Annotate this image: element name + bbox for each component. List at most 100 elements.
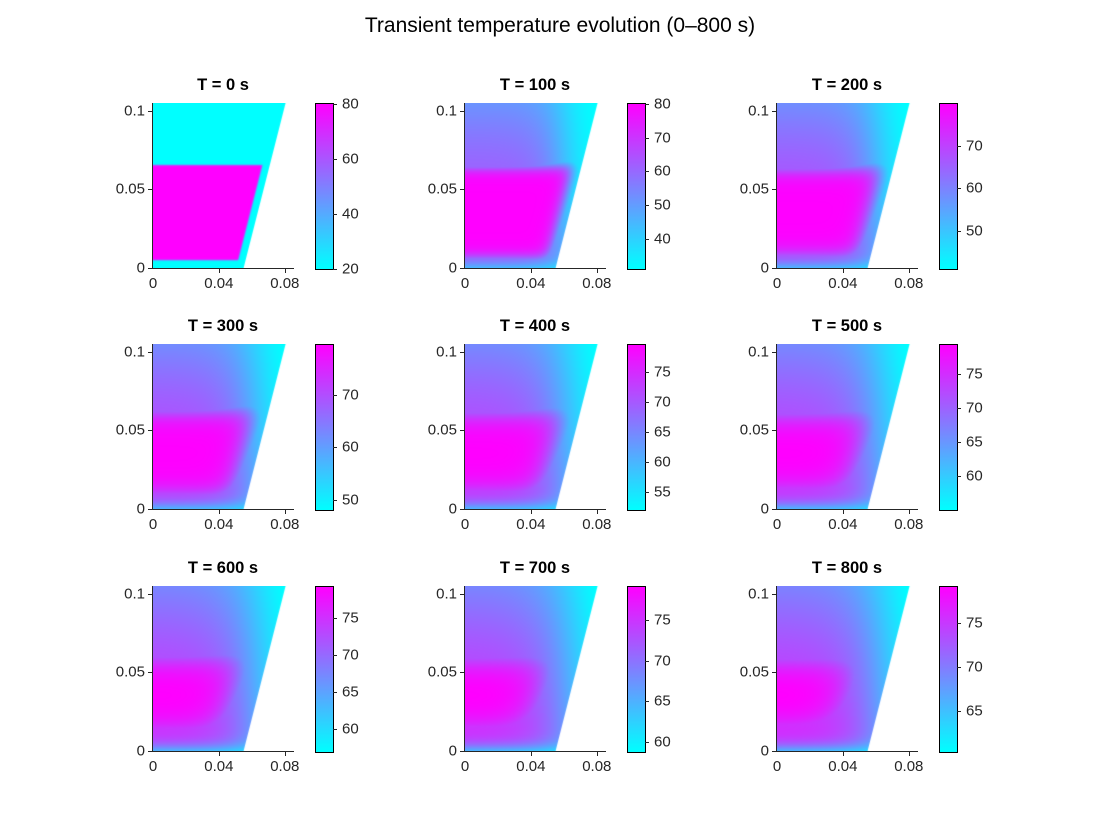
y-tick — [772, 751, 776, 752]
x-axis-line — [776, 268, 918, 269]
x-tick — [284, 269, 286, 273]
colorbar-tick-label: 50 — [654, 196, 671, 214]
colorbar-tick — [645, 741, 649, 743]
x-axis-line — [776, 751, 918, 752]
y-tick — [772, 430, 776, 432]
colorbar-tick — [645, 401, 649, 403]
colorbar: 60 65 70 75 — [315, 586, 359, 753]
x-tick-label: 0.08 — [894, 275, 924, 292]
colorbar-tick-label: 70 — [342, 386, 359, 404]
y-tick-label: 0.05 — [739, 421, 769, 439]
colorbar-tick — [957, 374, 961, 376]
y-tick — [460, 751, 464, 752]
x-tick-label: 0.04 — [516, 758, 546, 775]
colorbar-tick-label: 60 — [342, 438, 359, 456]
subplot-t100: T = 100 s 0 0.05 0.1 0 0.04 0.08 40 50 60 70 80 — [405, 71, 671, 306]
y-tick — [460, 430, 464, 432]
colorbar-tick — [957, 476, 961, 477]
x-tick — [596, 269, 598, 273]
colorbar-tick — [957, 622, 961, 624]
x-tick-label: 0 — [772, 275, 782, 292]
subplot-t400: T = 400 s 0 0.05 0.1 0 0.04 0.08 55 60 65 70 75 — [405, 312, 671, 547]
subplot-title: T = 800 s — [811, 559, 883, 577]
y-tick-label: 0 — [760, 742, 769, 760]
colorbar-tick-label: 60 — [342, 720, 359, 738]
y-tick — [148, 351, 152, 353]
y-tick-label: 0.1 — [436, 585, 457, 603]
colorbar-tick — [333, 104, 337, 105]
colorbar-tick — [645, 620, 649, 622]
colorbar-tick-label: 60 — [966, 179, 983, 197]
x-tick-label: 0.08 — [894, 758, 924, 775]
y-tick — [772, 110, 776, 112]
y-tick — [460, 189, 464, 191]
y-tick-label: 0 — [136, 742, 145, 760]
colorbar-tick — [645, 371, 649, 373]
y-axis-line — [152, 103, 153, 269]
y-tick-label: 0 — [136, 500, 145, 518]
y-tick-label: 0.05 — [427, 663, 457, 681]
x-tick-label: 0 — [148, 275, 158, 292]
subplot-title: T = 300 s — [187, 317, 259, 335]
x-tick-label: 0.04 — [204, 275, 234, 292]
y-tick — [772, 351, 776, 353]
x-tick-label: 0.08 — [582, 758, 612, 775]
y-axis-line — [464, 103, 465, 269]
y-tick-label: 0.1 — [124, 102, 145, 120]
colorbar-tick — [333, 159, 337, 160]
colorbar-tick — [957, 408, 961, 410]
colorbar: 50 60 70 — [939, 103, 983, 270]
colorbar-tick — [333, 692, 337, 694]
colorbar-tick — [645, 238, 649, 240]
colorbar-tick-label: 70 — [966, 658, 983, 676]
axes-area: 0 0.05 0.1 0 0.04 0.08 — [428, 103, 611, 291]
x-tick-label: 0 — [772, 516, 782, 533]
y-tick-label: 0.05 — [427, 180, 457, 198]
colorbar-tick-label: 75 — [342, 609, 359, 627]
colorbar-tick-label: 70 — [654, 129, 671, 147]
colorbar-tick — [333, 214, 337, 215]
subplot-title: T = 700 s — [499, 559, 571, 577]
colorbar-tick — [645, 137, 649, 139]
colorbar-tick — [333, 447, 337, 449]
subplot-title: T = 100 s — [499, 76, 571, 94]
axes-area: 0 0.05 0.1 0 0.04 0.08 — [116, 103, 299, 291]
colorbar-tick-label: 60 — [654, 162, 671, 180]
colorbar-tick-label: 70 — [966, 137, 983, 155]
colorbar-tick — [957, 230, 961, 232]
colorbar-tick-label: 60 — [654, 453, 671, 471]
y-tick-label: 0.05 — [115, 663, 145, 681]
y-axis-line — [776, 344, 777, 510]
colorbar: 55 60 65 70 75 — [627, 344, 671, 511]
colorbar-tick — [645, 205, 649, 206]
y-tick-label: 0.05 — [739, 663, 769, 681]
colorbar: 60 65 70 75 — [939, 344, 983, 511]
subplot-t0: T = 0 s 0 0.05 0.1 0 0.04 0.08 20 40 60 80 — [93, 71, 359, 306]
colorbar-tick-label: 75 — [966, 365, 983, 383]
x-tick — [842, 269, 844, 273]
x-tick-label: 0 — [772, 758, 782, 775]
colorbar-tick — [957, 666, 961, 668]
x-tick — [842, 752, 844, 756]
x-tick-label: 0 — [148, 516, 158, 533]
subplot-t600: T = 600 s 0 0.05 0.1 0 0.04 0.08 60 65 70 75 — [93, 554, 359, 789]
colorbar-tick — [333, 729, 337, 731]
colorbar-tick — [957, 145, 961, 147]
colorbar-tick-label: 65 — [966, 702, 983, 720]
y-tick-label: 0 — [760, 259, 769, 277]
colorbar-tick-label: 65 — [966, 433, 983, 451]
axes-area: 0 0.05 0.1 0 0.04 0.08 — [740, 103, 923, 291]
y-tick — [460, 110, 464, 112]
x-tick-label: 0.08 — [582, 275, 612, 292]
colorbar-tick-label: 50 — [342, 491, 359, 509]
y-tick — [148, 509, 152, 510]
subplot-title: T = 500 s — [811, 317, 883, 335]
colorbar-tick-label: 80 — [342, 95, 359, 113]
colorbar: 60 65 70 75 — [627, 586, 671, 753]
colorbar-tick-label: 20 — [342, 260, 359, 278]
colorbar-tick-label: 60 — [654, 733, 671, 750]
subplot-title: T = 200 s — [811, 76, 883, 94]
x-axis-line — [776, 509, 918, 510]
colorbar: 40 50 60 70 80 — [627, 97, 671, 270]
